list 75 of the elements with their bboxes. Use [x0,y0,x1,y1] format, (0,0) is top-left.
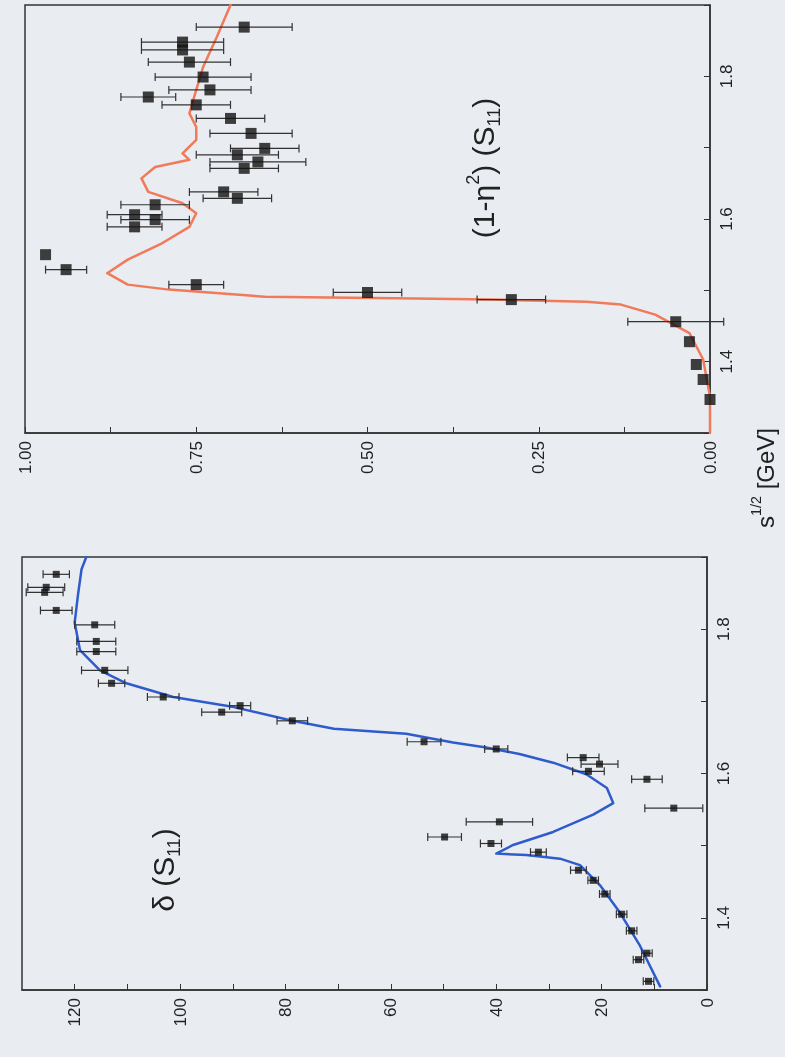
x-tick-label: 100 [170,998,190,1027]
x-tick-label: 80 [275,998,295,1017]
point [362,286,373,298]
point [159,693,167,701]
annotation: (1-η2) (S11) [462,97,504,239]
point [142,91,154,103]
point [190,99,202,111]
point [670,804,678,812]
point [288,717,296,725]
line-series [73,555,662,988]
point [42,583,50,591]
point [149,199,161,211]
point [197,71,209,83]
point [231,149,243,161]
point [40,249,52,261]
point [236,702,244,710]
point [252,156,264,168]
point [238,162,250,174]
point [492,745,500,753]
point [704,393,716,405]
y-axis-title: s1/2 [GeV] [748,427,779,529]
point [52,570,60,578]
point [596,760,604,768]
point [92,637,100,645]
point [584,767,592,775]
point [643,775,651,783]
point [108,679,116,687]
point [177,36,189,48]
point [690,359,702,371]
point [495,818,503,826]
y-tick-label: 1.4 [714,906,733,930]
point [92,648,100,656]
x-tick-label: 120 [65,998,85,1027]
y-tick-label: 1.8 [717,64,736,89]
point [60,264,72,276]
point [670,316,682,328]
y-tick-label: 1.6 [714,761,733,786]
point [579,754,587,762]
x-tick-label: 0.75 [186,441,206,475]
x-tick-label: 1.00 [15,441,35,475]
point [183,56,195,68]
point [487,840,495,847]
point [218,186,230,198]
point [420,738,428,746]
point [505,294,517,306]
y-tick-label: 1.6 [717,207,736,231]
point [149,214,161,226]
point [683,336,695,348]
point [190,279,202,291]
point [697,374,709,385]
point [238,21,250,33]
x-tick-label: 60 [381,998,401,1017]
point [52,606,60,614]
point [231,192,243,204]
point [534,848,542,856]
point [441,833,449,841]
point [91,621,99,629]
annotation: δ (S11) [146,828,184,912]
x-tick-label: 40 [486,998,506,1017]
point [225,112,236,124]
point [129,209,141,221]
point [574,866,582,874]
point [259,142,271,154]
y-tick-label: 1.8 [714,617,733,641]
x-tick-label: 0.50 [358,441,377,475]
x-tick-label: 0 [697,998,717,1008]
point [101,666,109,674]
point [204,84,216,96]
point [245,127,257,139]
y-tick-label: 1.4 [717,349,736,374]
point [129,221,141,233]
x-tick-label: 0.25 [529,441,549,475]
point [218,708,226,716]
x-tick-label: 20 [592,998,612,1017]
x-tick-label: 0.00 [700,441,720,475]
